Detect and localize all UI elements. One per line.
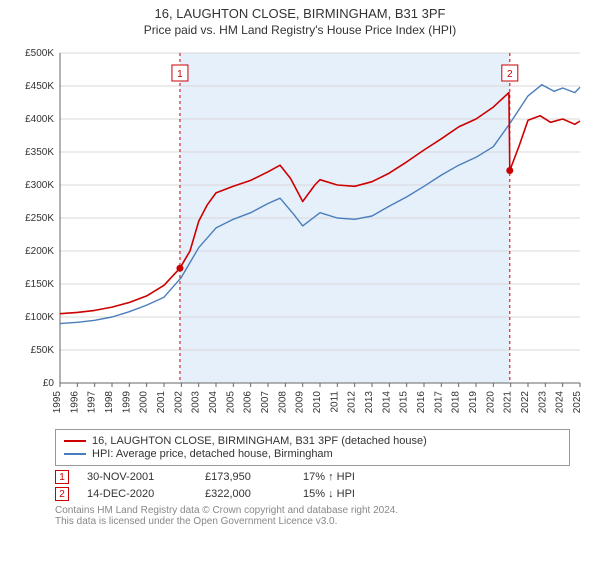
transaction-delta: 17% ↑ HPI xyxy=(303,471,383,483)
svg-text:2012: 2012 xyxy=(347,391,358,414)
svg-text:£450K: £450K xyxy=(25,81,54,92)
chart-plot-area: £0 £50K £100K £150K £200K £250K £300K £350K £400… xyxy=(10,43,590,423)
svg-text:2015: 2015 xyxy=(399,391,410,414)
svg-text:£50K: £50K xyxy=(31,345,55,356)
svg-text:2000: 2000 xyxy=(139,391,150,414)
svg-text:£250K: £250K xyxy=(25,213,54,224)
svg-text:2019: 2019 xyxy=(468,391,479,414)
svg-text:2011: 2011 xyxy=(329,391,340,413)
svg-text:2016: 2016 xyxy=(416,391,427,414)
svg-text:£200K: £200K xyxy=(25,246,54,257)
svg-text:2008: 2008 xyxy=(277,391,288,414)
svg-text:2: 2 xyxy=(507,69,513,80)
transaction-date: 30-NOV-2001 xyxy=(87,471,187,483)
footer: Contains HM Land Registry data © Crown c… xyxy=(55,505,570,527)
svg-text:£150K: £150K xyxy=(25,279,54,290)
legend: 16, LAUGHTON CLOSE, BIRMINGHAM, B31 3PF … xyxy=(55,429,570,466)
svg-text:1997: 1997 xyxy=(87,391,98,414)
svg-text:£500K: £500K xyxy=(25,48,54,59)
legend-swatch xyxy=(64,440,86,442)
transaction-price: £322,000 xyxy=(205,488,285,500)
svg-text:1: 1 xyxy=(177,69,183,80)
legend-row: 16, LAUGHTON CLOSE, BIRMINGHAM, B31 3PF … xyxy=(64,435,561,447)
svg-text:£300K: £300K xyxy=(25,180,54,191)
footer-line: This data is licensed under the Open Gov… xyxy=(55,516,570,527)
transaction-row: 1 30-NOV-2001 £173,950 17% ↑ HPI xyxy=(55,470,570,484)
svg-text:2021: 2021 xyxy=(503,391,514,414)
transaction-row: 2 14-DEC-2020 £322,000 15% ↓ HPI xyxy=(55,487,570,501)
legend-row: HPI: Average price, detached house, Birm… xyxy=(64,448,561,460)
marker-badge: 2 xyxy=(55,487,69,501)
marker-badge: 1 xyxy=(55,470,69,484)
svg-text:2023: 2023 xyxy=(537,391,548,414)
transaction-date: 14-DEC-2020 xyxy=(87,488,187,500)
svg-text:2003: 2003 xyxy=(191,391,202,414)
svg-text:1998: 1998 xyxy=(104,391,115,414)
transaction-delta: 15% ↓ HPI xyxy=(303,488,383,500)
svg-text:£400K: £400K xyxy=(25,114,54,125)
svg-text:2002: 2002 xyxy=(173,391,184,414)
chart-title: 16, LAUGHTON CLOSE, BIRMINGHAM, B31 3PF xyxy=(0,6,600,21)
transactions-table: 1 30-NOV-2001 £173,950 17% ↑ HPI 2 14-DE… xyxy=(55,470,570,501)
chart-subtitle: Price paid vs. HM Land Registry's House … xyxy=(0,23,600,37)
svg-text:2020: 2020 xyxy=(485,391,496,414)
legend-label: HPI: Average price, detached house, Birm… xyxy=(92,448,333,460)
svg-text:2009: 2009 xyxy=(295,391,306,414)
svg-text:1996: 1996 xyxy=(69,391,80,414)
svg-text:2024: 2024 xyxy=(555,391,566,414)
chart-container: 16, LAUGHTON CLOSE, BIRMINGHAM, B31 3PF … xyxy=(0,6,600,566)
svg-text:£100K: £100K xyxy=(25,312,54,323)
svg-text:2005: 2005 xyxy=(225,391,236,414)
svg-text:2017: 2017 xyxy=(433,391,444,414)
svg-text:£0: £0 xyxy=(43,378,55,389)
svg-text:2014: 2014 xyxy=(381,391,392,414)
svg-text:£350K: £350K xyxy=(25,147,54,158)
legend-swatch xyxy=(64,453,86,455)
svg-text:2007: 2007 xyxy=(260,391,271,414)
svg-text:2013: 2013 xyxy=(364,391,375,414)
svg-text:2010: 2010 xyxy=(312,391,323,414)
chart-svg: £0 £50K £100K £150K £200K £250K £300K £350K £400… xyxy=(10,43,590,423)
legend-label: 16, LAUGHTON CLOSE, BIRMINGHAM, B31 3PF … xyxy=(92,435,427,447)
svg-text:2006: 2006 xyxy=(243,391,254,414)
transaction-price: £173,950 xyxy=(205,471,285,483)
svg-text:1999: 1999 xyxy=(121,391,132,414)
svg-text:2004: 2004 xyxy=(208,391,219,414)
footer-line: Contains HM Land Registry data © Crown c… xyxy=(55,505,570,516)
svg-text:1995: 1995 xyxy=(52,391,63,414)
svg-text:2001: 2001 xyxy=(156,391,167,414)
svg-text:2022: 2022 xyxy=(520,391,531,414)
svg-text:2018: 2018 xyxy=(451,391,462,414)
svg-text:2025: 2025 xyxy=(572,391,583,414)
